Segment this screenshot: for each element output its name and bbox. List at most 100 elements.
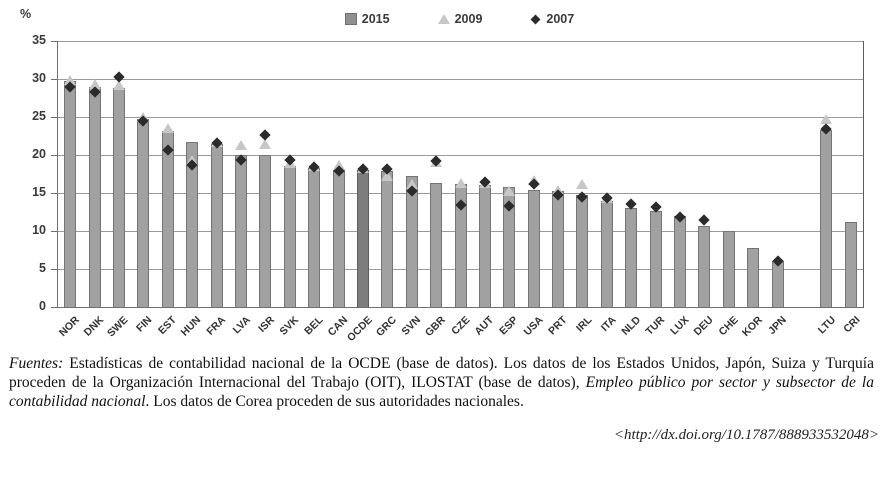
x-label-LUX: LUX (668, 314, 692, 338)
y-tick-5 (51, 269, 57, 270)
bar-HUN (186, 142, 199, 307)
legend-label-2009: 2009 (454, 12, 483, 26)
bar-EST (161, 131, 174, 307)
bar-NLD (625, 208, 638, 307)
bar-GRC (381, 170, 394, 307)
bar-OCDE (356, 170, 369, 307)
gridline-30 (58, 78, 863, 80)
x-label-NLD: NLD (618, 314, 643, 338)
gridline-20 (58, 154, 863, 156)
x-label-GRC: GRC (373, 314, 399, 339)
y-tick-label-0: 0 (39, 299, 46, 313)
x-label-OCDE: OCDE (344, 314, 375, 344)
marker-2009-NOR (64, 74, 77, 85)
marker-2009-IRL (576, 178, 589, 189)
triangle-marker-icon (437, 14, 450, 24)
x-label-CRI: CRI (841, 314, 863, 336)
bar-DNK (88, 86, 101, 307)
x-label-TUR: TUR (643, 314, 668, 338)
x-label-SWE: SWE (105, 314, 131, 340)
y-tick-label-25: 25 (32, 109, 46, 123)
marker-2009-DNK (88, 78, 101, 89)
bar-CAN (332, 170, 345, 307)
bar-SWE (112, 88, 125, 307)
y-tick-20 (51, 155, 57, 156)
source-text-1: Estadísticas de contabilidad nacional de… (9, 355, 874, 392)
source-text-2: . Los datos de Corea proceden de sus aut… (145, 393, 524, 411)
chart-legend: 2015 2009 2007 (57, 12, 862, 26)
x-label-HUN: HUN (179, 314, 204, 339)
x-label-ISR: ISR (255, 314, 277, 335)
bar-DEU (698, 225, 711, 307)
bar-LVA (234, 155, 247, 307)
bar-PRT (552, 191, 565, 307)
marker-2009-ESP (503, 186, 516, 197)
doi-link: <http://dx.doi.org/10.1787/888933532048> (613, 426, 879, 443)
marker-2009-EST (161, 122, 174, 133)
marker-2009-SWE (112, 80, 125, 91)
y-axis-unit-label: % (20, 7, 32, 21)
y-tick-25 (51, 117, 57, 118)
bar-ISR (259, 155, 272, 307)
bar-LUX (674, 215, 687, 307)
x-label-SVN: SVN (399, 314, 424, 338)
y-tick-35 (51, 41, 57, 42)
x-label-NOR: NOR (56, 314, 82, 339)
plot-area (57, 40, 864, 308)
bar-CRI (844, 221, 857, 307)
x-label-FRA: FRA (204, 314, 229, 338)
x-label-ESP: ESP (497, 314, 521, 338)
chart-area: % 2015 2009 2007 0 5 10 15 20 25 30 35 NOR DNK SWE… (20, 7, 864, 344)
bar-GBR (430, 183, 443, 307)
x-label-CHE: CHE (716, 314, 741, 339)
x-label-PRT: PRT (546, 314, 570, 338)
legend-item-2007: 2007 (530, 12, 574, 26)
y-tick-label-15: 15 (32, 185, 46, 199)
bar-KOR (747, 248, 760, 307)
bar-FIN (137, 118, 150, 307)
bar-CHE (722, 231, 735, 307)
x-label-AUT: AUT (472, 314, 497, 338)
legend-label-2015: 2015 (361, 12, 390, 26)
legend-label-2007: 2007 (546, 12, 575, 26)
source-text-italic: Empleo público por sector y subsector de… (9, 374, 874, 411)
bar-AUT (478, 185, 491, 307)
x-label-FIN: FIN (134, 314, 155, 335)
y-tick-label-10: 10 (32, 223, 46, 237)
marker-2009-LVA (234, 140, 247, 151)
square-marker-icon (344, 13, 357, 25)
y-tick-10 (51, 231, 57, 232)
marker-2009-CAN (332, 159, 345, 170)
bar-SVK (283, 165, 296, 307)
marker-2009-GRC (381, 170, 394, 181)
x-label-KOR: KOR (739, 314, 765, 339)
marker-2009-CZE (454, 178, 467, 189)
y-tick-15 (51, 193, 57, 194)
x-label-EST: EST (156, 314, 180, 337)
x-label-IRL: IRL (573, 314, 594, 335)
marker-2007-DEU (698, 214, 711, 227)
x-label-JPN: JPN (766, 314, 790, 337)
x-label-USA: USA (521, 314, 546, 339)
x-label-GBR: GBR (422, 314, 448, 339)
x-label-SVK: SVK (277, 314, 302, 338)
x-label-BEL: BEL (302, 314, 326, 338)
bar-LTU (820, 129, 833, 307)
x-label-CZE: CZE (448, 314, 472, 338)
marker-2009-LTU (820, 114, 833, 125)
y-tick-label-5: 5 (39, 261, 46, 275)
x-label-ITA: ITA (598, 314, 619, 334)
marker-2009-SVN (405, 178, 418, 189)
y-tick-0 (51, 307, 57, 308)
x-label-LTU: LTU (815, 314, 838, 337)
diamond-marker-icon (530, 14, 541, 24)
y-tick-label-35: 35 (32, 33, 46, 47)
y-tick-30 (51, 79, 57, 80)
bar-IRL (576, 194, 589, 307)
legend-item-2009: 2009 (437, 12, 483, 26)
gridline-25 (58, 116, 863, 118)
bar-BEL (308, 167, 321, 307)
bar-SVN (405, 176, 418, 307)
legend-item-2015: 2015 (344, 12, 390, 26)
bar-FRA (210, 144, 223, 307)
